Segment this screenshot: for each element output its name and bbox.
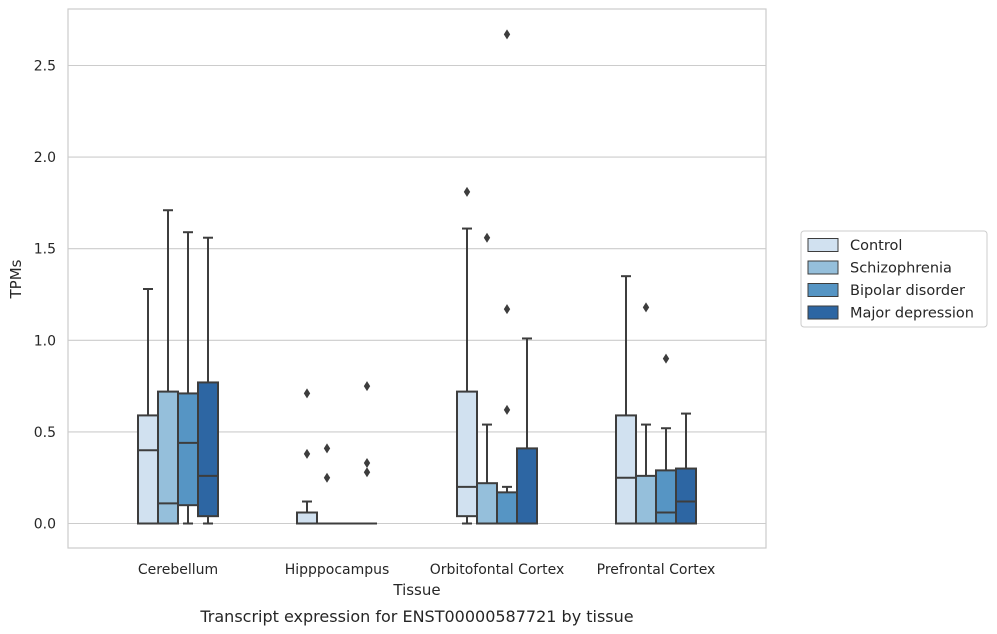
legend-items: Control Schizophrenia Bipolar disorder Majo… <box>807 238 974 322</box>
box-body <box>655 469 677 525</box>
box-major-depression <box>675 412 697 525</box>
box-bipolar-disorder <box>177 231 199 525</box>
y-tick-label: 2.0 <box>34 150 56 166</box>
legend-swatch <box>807 260 839 275</box>
box-major-depression <box>197 236 219 525</box>
box-body <box>635 474 657 525</box>
box-schizophrenia <box>476 232 498 525</box>
legend-label: Schizophrenia <box>850 261 952 277</box>
outlier-point <box>363 458 371 469</box>
box-body <box>675 467 697 525</box>
box-bipolar-disorder <box>496 29 518 525</box>
x-tick-label: Prefrontal Cortex <box>597 562 716 578</box>
legend-frame <box>800 230 988 328</box>
box-body <box>615 414 637 525</box>
box-body <box>137 414 159 525</box>
box-schizophrenia <box>157 209 179 525</box>
box-control <box>456 186 478 525</box>
outlier-point <box>483 232 491 243</box>
chart-caption: Transcript expression for ENST0000058772… <box>199 607 633 626</box>
box-major-depression <box>357 381 377 525</box>
legend-label: Control <box>850 238 902 254</box>
outlier-point <box>642 302 650 313</box>
outlier-point <box>503 304 511 315</box>
legend-swatch <box>807 305 839 320</box>
box-body <box>197 381 219 518</box>
box-bipolar-disorder <box>655 353 677 525</box>
x-tick-labels: Cerebellum Hipppocampus Orbitofontal Corte… <box>138 562 715 578</box>
box-major-depression <box>516 337 538 525</box>
x-tick-label: Orbitofontal Cortex <box>430 562 565 578</box>
plot-frame <box>67 8 767 549</box>
y-tick-label: 0.0 <box>34 517 56 533</box>
box-control <box>296 388 318 525</box>
box-body <box>296 511 318 525</box>
outlier-point <box>303 388 311 399</box>
box-body <box>516 447 538 525</box>
box-body <box>476 482 498 525</box>
legend: Control Schizophrenia Bipolar disorder Majo… <box>800 230 988 328</box>
outlier-point <box>323 472 331 483</box>
y-tick-label: 1.0 <box>34 333 56 349</box>
outlier-point <box>662 353 670 364</box>
x-tick-label: Cerebellum <box>138 562 218 578</box>
outlier-point <box>503 29 511 40</box>
legend-swatch <box>807 283 839 297</box>
y-axis-label: TPMs <box>7 259 25 299</box>
box-body <box>496 491 518 525</box>
outlier-point <box>303 448 311 459</box>
legend-label: Major depression <box>850 306 974 322</box>
x-tick-label: Hipppocampus <box>285 562 390 578</box>
outlier-point <box>463 186 471 197</box>
y-tick-label: 0.5 <box>34 425 56 441</box>
legend-label: Bipolar disorder <box>850 283 965 299</box>
outlier-point <box>323 443 331 454</box>
box-body <box>456 390 478 518</box>
boxes <box>137 29 697 525</box>
y-tick-label: 2.5 <box>34 59 56 75</box>
box-schizophrenia <box>317 443 337 525</box>
box-control <box>137 288 159 525</box>
outlier-point <box>503 404 511 415</box>
box-control <box>615 275 637 525</box>
y-tick-labels: 0.0 0.5 1.0 1.5 2.0 2.5 <box>34 59 56 533</box>
box-body <box>177 392 199 507</box>
legend-swatch <box>807 238 839 252</box>
outlier-point <box>363 467 371 478</box>
x-axis-label: Tissue <box>392 581 440 599</box>
box-schizophrenia <box>635 302 657 525</box>
outlier-point <box>363 381 371 392</box>
y-tick-label: 1.5 <box>34 242 56 258</box>
